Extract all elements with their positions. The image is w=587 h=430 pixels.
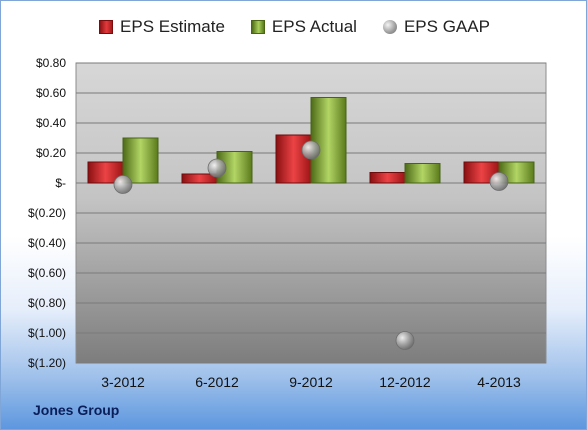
- y-tick-label: $(1.20): [28, 356, 66, 370]
- gaap-marker: [301, 140, 321, 160]
- chart-legend: EPS Estimate EPS Actual EPS GAAP: [1, 17, 586, 37]
- x-tick-label: 9-2012: [289, 374, 333, 390]
- actual-bar: [122, 137, 159, 184]
- y-tick-label: $(0.40): [28, 236, 66, 250]
- gaap-marker: [395, 331, 415, 350]
- estimate-bar: [369, 172, 406, 184]
- y-tick-label: $0.80: [36, 56, 66, 70]
- y-tick-label: $-: [55, 176, 66, 190]
- x-tick-label: 12-2012: [379, 374, 431, 390]
- gaap-marker: [207, 158, 227, 178]
- estimate-bar: [275, 134, 312, 184]
- legend-swatch-estimate: [99, 20, 114, 34]
- y-tick-label: $(0.80): [28, 296, 66, 310]
- gaap-marker: [113, 175, 133, 194]
- legend-item-gaap: EPS GAAP: [382, 17, 490, 37]
- y-tick-label: $0.60: [36, 86, 66, 100]
- bars: [87, 97, 535, 184]
- x-tick-label: 6-2012: [195, 374, 239, 390]
- legend-item-actual: EPS Actual: [250, 17, 357, 37]
- legend-label-actual: EPS Actual: [271, 17, 357, 36]
- company-label: Jones Group: [33, 402, 120, 418]
- grid-lines: [76, 62, 546, 364]
- x-tick-label: 4-2013: [477, 374, 521, 390]
- y-axis-ticks: $0.80 $0.60 $0.40 $0.20 $- $(0.20) $(0.40) $(0.…: [28, 56, 66, 370]
- actual-bar: [404, 163, 441, 184]
- actual-bar: [310, 97, 347, 184]
- legend-label-gaap: EPS GAAP: [403, 17, 490, 36]
- x-tick-label: 3-2012: [101, 374, 145, 390]
- x-axis-ticks: 3-2012 6-2012 9-2012 12-2012 4-2013: [101, 374, 521, 390]
- gaap-marker: [489, 172, 509, 191]
- y-tick-label: $(0.20): [28, 206, 66, 220]
- legend-swatch-actual: [250, 20, 265, 34]
- gaap-markers: [113, 140, 509, 350]
- y-tick-label: $0.20: [36, 146, 66, 160]
- legend-item-estimate: EPS Estimate: [99, 17, 225, 37]
- y-tick-label: $(0.60): [28, 266, 66, 280]
- legend-label-estimate: EPS Estimate: [120, 17, 225, 36]
- y-tick-label: $0.40: [36, 116, 66, 130]
- legend-swatch-gaap: [382, 20, 397, 34]
- y-tick-label: $(1.00): [28, 326, 66, 340]
